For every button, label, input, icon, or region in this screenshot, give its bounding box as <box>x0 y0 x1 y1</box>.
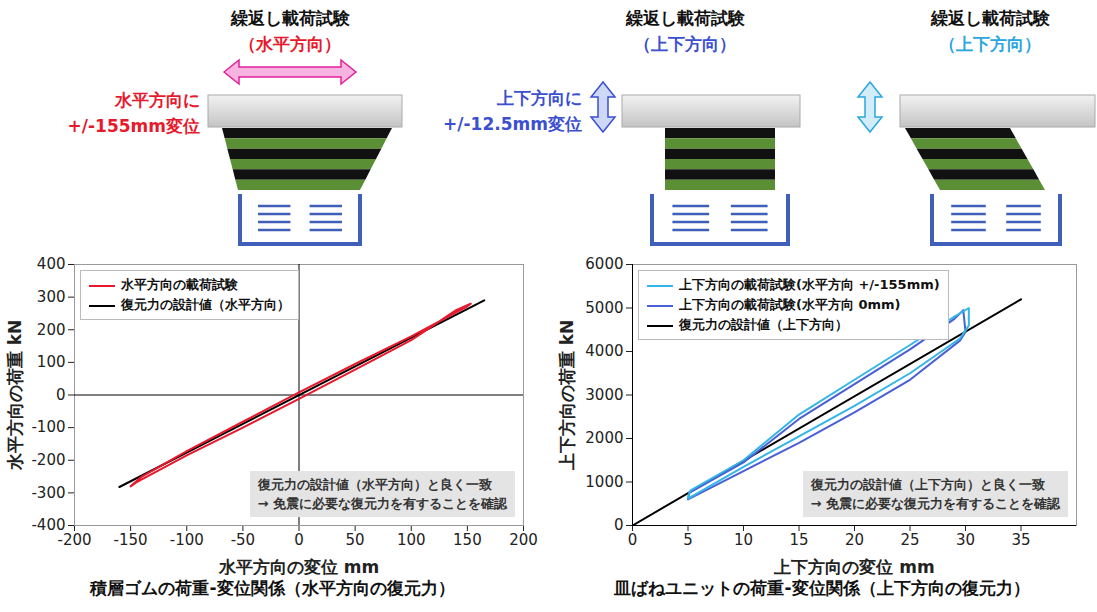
svg-text:（上下方向）: （上下方向） <box>634 34 736 54</box>
svg-text:50: 50 <box>346 531 365 549</box>
svg-text:水平方向の荷重 kN: 水平方向の荷重 kN <box>5 320 25 471</box>
svg-text:30: 30 <box>956 531 975 549</box>
svg-text:（上下方向）: （上下方向） <box>939 34 1041 54</box>
html-text:上下方向の載荷試験(水平方向 +/-155mm): 上下方向の載荷試験(水平方向 +/-155mm) <box>679 277 940 292</box>
svg-text:5: 5 <box>683 531 693 549</box>
html-text:復元力の設計値（上下方向）と良く一致: 復元力の設計値（上下方向）と良く一致 <box>810 477 1045 492</box>
html-text:皿ばねユニットの荷重-変位関係（上下方向の復元力）: 皿ばねユニットの荷重-変位関係（上下方向の復元力） <box>614 578 1030 598</box>
svg-text:400: 400 <box>37 255 66 273</box>
html-text:→ 免震に必要な復元力を有することを確認: → 免震に必要な復元力を有することを確認 <box>810 496 1060 511</box>
svg-text:0: 0 <box>614 516 624 534</box>
svg-text:1000: 1000 <box>585 473 623 491</box>
svg-text:0: 0 <box>56 386 66 404</box>
svg-text:0: 0 <box>294 531 304 549</box>
svg-text:3000: 3000 <box>585 386 623 404</box>
html-text:→ 免震に必要な復元力を有することを確認: → 免震に必要な復元力を有することを確認 <box>257 496 507 511</box>
html-text:水平方向の載荷試験: 水平方向の載荷試験 <box>121 277 238 292</box>
svg-text:2000: 2000 <box>585 429 623 447</box>
html-text:復元力の設計値（上下方向）: 復元力の設計値（上下方向） <box>679 317 848 332</box>
svg-text:繰返し載荷試験: 繰返し載荷試験 <box>625 8 746 28</box>
svg-text:4000: 4000 <box>585 342 623 360</box>
svg-text:上下方向の荷重 kN: 上下方向の荷重 kN <box>557 320 577 471</box>
svg-text:上下方向の変位 mm: 上下方向の変位 mm <box>773 557 934 576</box>
svg-text:-300: -300 <box>31 484 65 502</box>
svg-text:-100: -100 <box>170 531 204 549</box>
svg-text:上下方向に: 上下方向に <box>496 88 582 108</box>
svg-text:15: 15 <box>789 531 808 549</box>
svg-text:水平方向に: 水平方向に <box>114 90 200 110</box>
svg-text:20: 20 <box>845 531 864 549</box>
svg-text:-200: -200 <box>31 451 65 469</box>
svg-text:10: 10 <box>734 531 753 549</box>
svg-text:200: 200 <box>37 321 66 339</box>
svg-text:200: 200 <box>509 531 538 549</box>
html-text:復元力の設計値（水平方向）と良く一致: 復元力の設計値（水平方向）と良く一致 <box>257 477 492 492</box>
svg-text:150: 150 <box>453 531 482 549</box>
svg-text:25: 25 <box>900 531 919 549</box>
svg-text:繰返し載荷試験: 繰返し載荷試験 <box>230 8 351 28</box>
svg-text:100: 100 <box>397 531 426 549</box>
svg-text:+/-155mm変位: +/-155mm変位 <box>68 116 200 136</box>
svg-text:（水平方向）: （水平方向） <box>239 34 341 54</box>
html-text:上下方向の載荷試験(水平方向 0mm): 上下方向の載荷試験(水平方向 0mm) <box>679 297 901 312</box>
svg-text:6000: 6000 <box>585 255 623 273</box>
svg-text:-100: -100 <box>31 418 65 436</box>
html-text:復元力の設計値（水平方向）: 復元力の設計値（水平方向） <box>121 297 290 312</box>
svg-text:35: 35 <box>1011 531 1030 549</box>
svg-text:繰返し載荷試験: 繰返し載荷試験 <box>930 8 1051 28</box>
svg-text:5000: 5000 <box>585 299 623 317</box>
svg-text:100: 100 <box>37 353 66 371</box>
html-text:積層ゴムの荷重-変位関係（水平方向の復元力）: 積層ゴムの荷重-変位関係（水平方向の復元力） <box>90 578 455 598</box>
svg-text:-150: -150 <box>114 531 148 549</box>
svg-text:0: 0 <box>628 531 638 549</box>
svg-text:-200: -200 <box>57 531 91 549</box>
svg-text:300: 300 <box>37 288 66 306</box>
svg-text:-50: -50 <box>231 531 256 549</box>
svg-text:+/-12.5mm変位: +/-12.5mm変位 <box>443 114 582 134</box>
svg-text:-400: -400 <box>31 516 66 535</box>
svg-text:水平方向の変位 mm: 水平方向の変位 mm <box>218 557 379 576</box>
